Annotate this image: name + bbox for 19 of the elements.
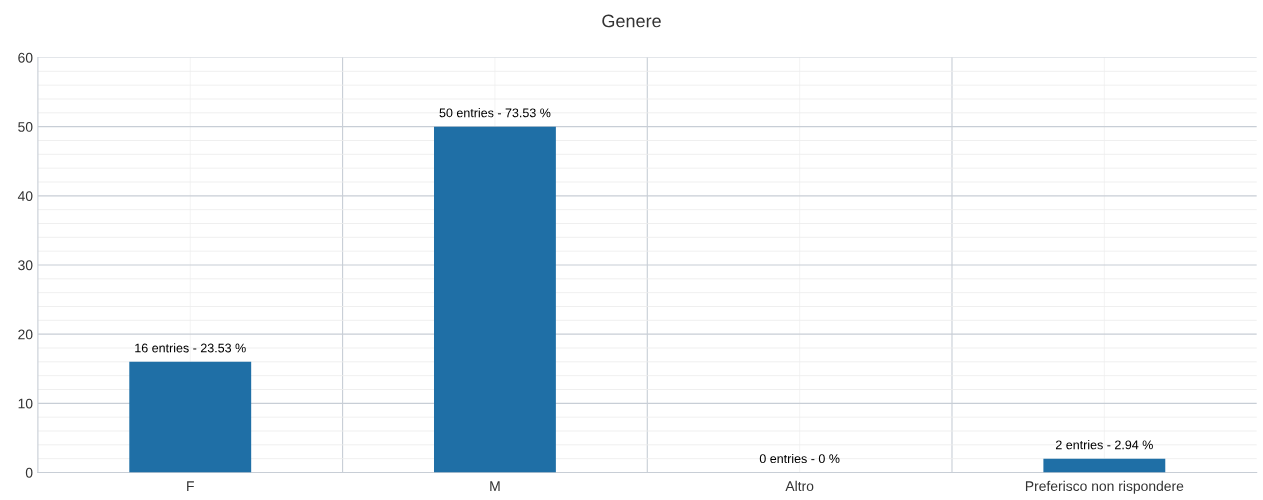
bar <box>1043 458 1166 473</box>
y-tick-label: 50 <box>18 122 33 132</box>
chart-title: Genere <box>602 14 661 28</box>
y-tick-label: 10 <box>18 398 33 409</box>
x-tick-label: Altro <box>785 480 814 492</box>
x-tick-label: F <box>187 481 194 491</box>
x-tick-label: M <box>490 481 500 491</box>
bar <box>129 361 252 473</box>
x-tick-label: Preferisco non rispondere <box>1025 480 1184 494</box>
y-tick-label: 0 <box>25 467 33 478</box>
data-label: 16 entries - 23.53 % <box>135 343 246 353</box>
y-tick-label: 20 <box>18 329 33 340</box>
data-label: 50 entries - 73.53 % <box>439 108 551 118</box>
data-label: 0 entries - 0 % <box>759 453 840 464</box>
y-tick-label: 60 <box>18 52 33 63</box>
y-tick-label: 30 <box>18 260 33 271</box>
bar <box>434 126 556 473</box>
y-tick-label: 40 <box>17 191 33 201</box>
data-label: 2 entries - 2.94 % <box>1055 440 1153 450</box>
